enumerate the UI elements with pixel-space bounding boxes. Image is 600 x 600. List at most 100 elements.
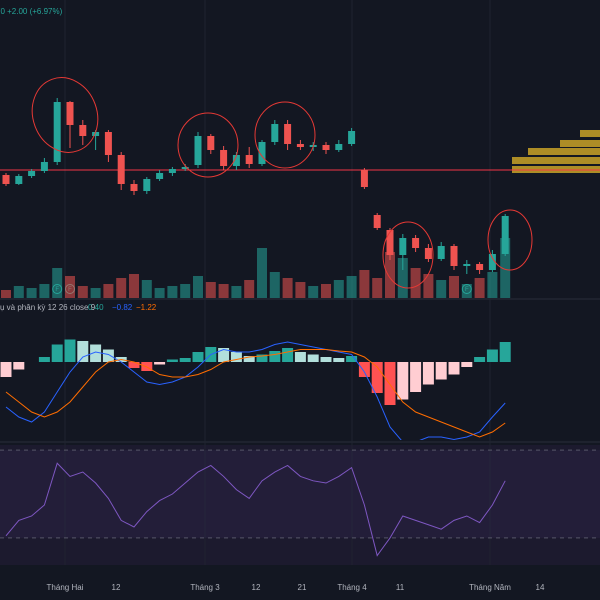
candle-body <box>335 144 343 150</box>
macd-histogram-bar <box>0 362 12 377</box>
macd-histogram-bar <box>102 349 114 362</box>
volume-profile-bar <box>512 157 600 164</box>
volume-bar <box>474 278 485 298</box>
volume-bar <box>282 278 293 298</box>
candle-body <box>437 246 445 259</box>
volume-bar <box>333 280 344 298</box>
candle-body <box>488 254 496 270</box>
rsi-line <box>5 462 506 557</box>
volume-bar <box>154 288 165 298</box>
candle-body <box>258 142 266 164</box>
rsi-pane <box>0 445 600 565</box>
annotation-circle <box>254 101 316 169</box>
macd-line <box>5 349 506 438</box>
candle-body <box>220 150 228 166</box>
macd-histogram-bar <box>358 362 370 377</box>
volume-bar <box>193 276 203 298</box>
x-tick-label: 12 <box>112 583 121 592</box>
macd-histogram-bar <box>179 358 191 362</box>
macd-histogram-bar <box>384 362 396 405</box>
x-tick-label: 12 <box>252 583 261 592</box>
volume-bar <box>423 274 434 298</box>
annotation-circle <box>177 112 239 178</box>
volume-bar <box>218 284 229 298</box>
candle-body <box>296 144 304 147</box>
candle-body <box>143 179 151 191</box>
macd-histogram-bar <box>13 362 25 370</box>
macd-histogram-bar <box>90 344 102 362</box>
macd-histogram-bar <box>294 352 306 362</box>
candle-body <box>117 155 125 184</box>
candle-body <box>40 162 48 171</box>
macd-histogram-bar <box>435 362 447 380</box>
x-tick-label: Tháng 4 <box>337 583 367 592</box>
volume-bar <box>141 280 152 298</box>
volume-bar <box>13 286 24 298</box>
candle-body <box>463 264 471 266</box>
candle-body <box>2 175 10 184</box>
macd-histogram-bar <box>64 339 76 362</box>
candle-body <box>271 124 279 142</box>
macd-histogram-bar <box>51 344 63 362</box>
volume-bar <box>65 276 75 298</box>
x-tick-label: 11 <box>396 583 405 592</box>
candle-body <box>424 248 432 259</box>
candle-body <box>322 145 330 150</box>
volume-bar <box>103 284 114 298</box>
volume-bar <box>52 268 63 298</box>
candle-body <box>53 102 61 162</box>
volume-bar <box>449 276 459 298</box>
macd-histogram-bar <box>192 352 204 362</box>
candle-body <box>360 170 368 187</box>
x-tick-label: Tháng Hai <box>47 583 84 592</box>
volume-bar <box>500 238 511 298</box>
volume-bar <box>308 286 319 298</box>
macd-histogram-bar <box>461 362 473 367</box>
volume-bar <box>257 248 267 298</box>
volume-bar <box>26 288 37 298</box>
candle-body <box>181 167 189 169</box>
volume-profile-bar <box>560 140 600 147</box>
volume-bar <box>372 278 383 298</box>
x-tick-label: 14 <box>536 583 545 592</box>
macd-histogram-bar <box>269 351 281 362</box>
macd-value-label: 0.40 <box>88 303 104 312</box>
volume-bar <box>180 284 191 298</box>
macd-histogram-bar <box>486 349 498 362</box>
candle-body <box>15 176 23 184</box>
macd-histogram-bar <box>371 362 383 393</box>
candle-body <box>104 132 112 155</box>
volume-bar <box>39 284 50 298</box>
candle-body <box>194 136 202 165</box>
macd-histogram-bar <box>243 356 255 362</box>
volume-bar <box>410 268 421 298</box>
macd-histogram-bar <box>166 359 178 362</box>
candle-body <box>386 230 394 255</box>
volume-bar <box>385 252 395 298</box>
candle-body <box>284 124 292 144</box>
candle-body <box>79 125 87 136</box>
macd-histogram-bar <box>499 342 511 362</box>
candle-body <box>232 155 240 166</box>
volume-bar <box>436 280 447 298</box>
rsi-pane <box>0 449 600 557</box>
header: 70 +2.00 (+6.97%) <box>0 7 63 16</box>
candle-body <box>412 238 420 248</box>
candle-body <box>373 215 381 228</box>
macd-histogram-bar <box>154 362 166 365</box>
macd-histogram-bar <box>307 354 319 362</box>
x-tick-label: Tháng 3 <box>190 583 220 592</box>
macd-line <box>5 341 506 440</box>
volume-bar <box>244 280 255 298</box>
volume-bar <box>129 274 139 298</box>
volume-bar <box>346 276 357 298</box>
macd-histogram-bar <box>282 348 294 362</box>
candle-body <box>156 173 164 179</box>
candle-body <box>399 238 407 255</box>
macd-title: ụ và phân kỳ 12 26 close 9 <box>0 303 96 312</box>
candle-body <box>66 102 74 125</box>
x-tick-label: 21 <box>298 583 307 592</box>
candle-body <box>92 132 100 136</box>
